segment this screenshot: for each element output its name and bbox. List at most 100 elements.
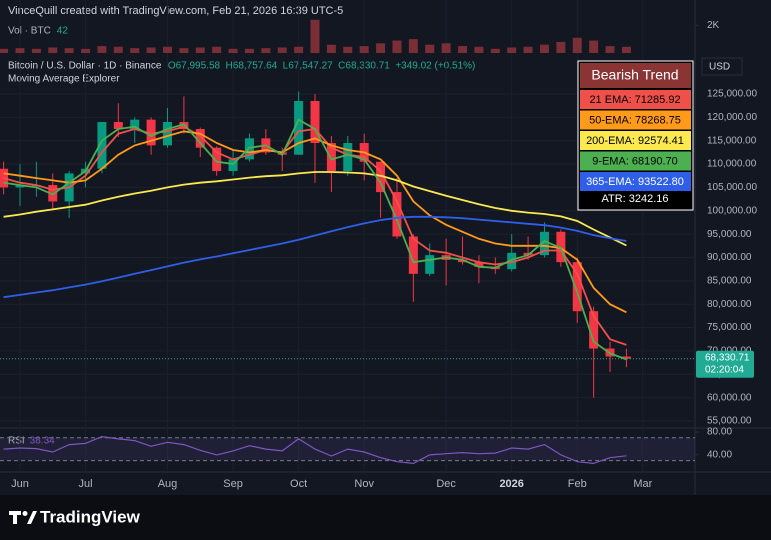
candle-body <box>294 100 304 155</box>
volume-bar <box>130 48 140 53</box>
volume-bar <box>179 48 189 53</box>
countdown: 02:20:04 <box>705 364 744 375</box>
volume-bar <box>458 46 468 53</box>
candle-body <box>310 100 320 144</box>
y-tick-label: 125,000.00 <box>707 89 757 100</box>
y-tick-label: 40.00 <box>707 449 732 460</box>
legend-entry-bg <box>580 110 691 130</box>
logo-text: TradingView <box>40 507 141 526</box>
currency: USD <box>709 62 730 73</box>
ohlc-value: H68,757.64 <box>226 61 278 72</box>
volume-bar <box>490 48 500 53</box>
volume-bar <box>48 47 58 53</box>
y-tick-label: 2K <box>707 20 720 31</box>
volume-bar <box>408 39 418 53</box>
volume-bar <box>113 46 123 53</box>
volume-bar <box>589 40 599 53</box>
volume-bar <box>31 48 41 53</box>
ohlc-value: +349.02 (+0.51%) <box>395 61 475 72</box>
candle-body <box>343 143 353 172</box>
candle-body <box>113 122 123 130</box>
legend-title: Bearish Trend <box>591 67 678 83</box>
indicator-name: Moving Average Explorer <box>8 74 120 85</box>
x-tick-label: 2026 <box>499 478 523 490</box>
candle-body <box>97 122 107 169</box>
legend-entry-bg <box>580 131 691 150</box>
x-tick-label: Mar <box>633 478 652 490</box>
candle-body <box>146 119 156 146</box>
volume-bar <box>163 46 172 53</box>
y-tick-label: 60,000.00 <box>707 392 752 403</box>
candle-body <box>425 255 435 274</box>
volume-bar <box>539 44 549 53</box>
ohlc-value: L67,547.27 <box>283 61 333 72</box>
volume-bar <box>376 43 386 53</box>
legend-entry-bg <box>580 151 691 171</box>
candle-body <box>507 252 517 270</box>
y-tick-label: 100,000.00 <box>707 205 757 216</box>
candle-body <box>458 259 468 263</box>
y-tick-label: 55,000.00 <box>707 416 752 427</box>
legend-entry: 365-EMA: 93522.80 <box>586 176 684 188</box>
ema-line <box>3 118 627 361</box>
volume-bar <box>261 48 271 53</box>
ema-line <box>3 215 627 299</box>
ema-line <box>3 130 627 314</box>
volume-bar <box>195 47 205 53</box>
candle-body <box>556 231 566 263</box>
y-tick-label: 95,000.00 <box>707 229 752 240</box>
y-tick-label: 80.00 <box>707 427 732 438</box>
atr-label: ATR: 3242.16 <box>601 193 668 205</box>
x-tick-label: Dec <box>436 478 456 490</box>
candle-body <box>392 192 402 237</box>
candle-body <box>376 161 386 193</box>
y-tick-label: 120,000.00 <box>707 112 757 123</box>
candle-body <box>589 311 599 349</box>
volume-bar <box>0 48 9 53</box>
volume-bar <box>605 46 615 53</box>
volume-bar <box>15 48 25 53</box>
volume-bar <box>228 48 238 53</box>
volume-bar <box>244 48 254 53</box>
volume-bar <box>523 46 533 53</box>
volume-bar <box>81 48 91 53</box>
candle-body <box>163 122 172 146</box>
x-tick-label: Aug <box>158 478 178 490</box>
volume-bar <box>97 46 107 53</box>
y-tick-label: 105,000.00 <box>707 182 757 193</box>
volume-bar <box>621 46 631 53</box>
volume-bar <box>359 46 369 53</box>
legend-entry-bg <box>580 172 691 191</box>
last-price-label: 68,330.71 <box>705 352 750 363</box>
volume-bar <box>294 46 304 53</box>
volume-title: Vol · BTC <box>8 26 51 37</box>
y-tick-label: 110,000.00 <box>707 159 757 170</box>
legend-entry: 50-EMA: 78268.75 <box>589 114 681 126</box>
candle-body <box>195 129 205 148</box>
volume-bar <box>474 46 484 53</box>
rsi-title: RSI <box>8 436 25 447</box>
volume-bar <box>310 19 320 53</box>
candle-body <box>621 356 631 359</box>
volume-bar <box>343 46 353 53</box>
volume-bar <box>212 46 222 53</box>
ohlc-value: O67,995.58 <box>168 61 221 72</box>
x-tick-label: Jun <box>11 478 29 490</box>
symbol: Bitcoin / U.S. Dollar · 1D · Binance <box>8 61 162 72</box>
y-tick-label: 85,000.00 <box>707 275 752 286</box>
candle-body <box>474 262 484 267</box>
x-tick-label: Jul <box>79 478 93 490</box>
x-tick-label: Oct <box>290 478 307 490</box>
volume-bar <box>392 40 402 53</box>
rsi-line <box>3 435 627 465</box>
volume-bar <box>507 47 517 53</box>
volume-bar <box>64 48 74 53</box>
candle-body <box>326 143 336 172</box>
candle-body <box>572 262 582 312</box>
last-price-tag <box>696 350 754 378</box>
volume-value: 42 <box>57 26 69 37</box>
candle-body <box>228 159 238 172</box>
volume-bar <box>572 37 582 53</box>
